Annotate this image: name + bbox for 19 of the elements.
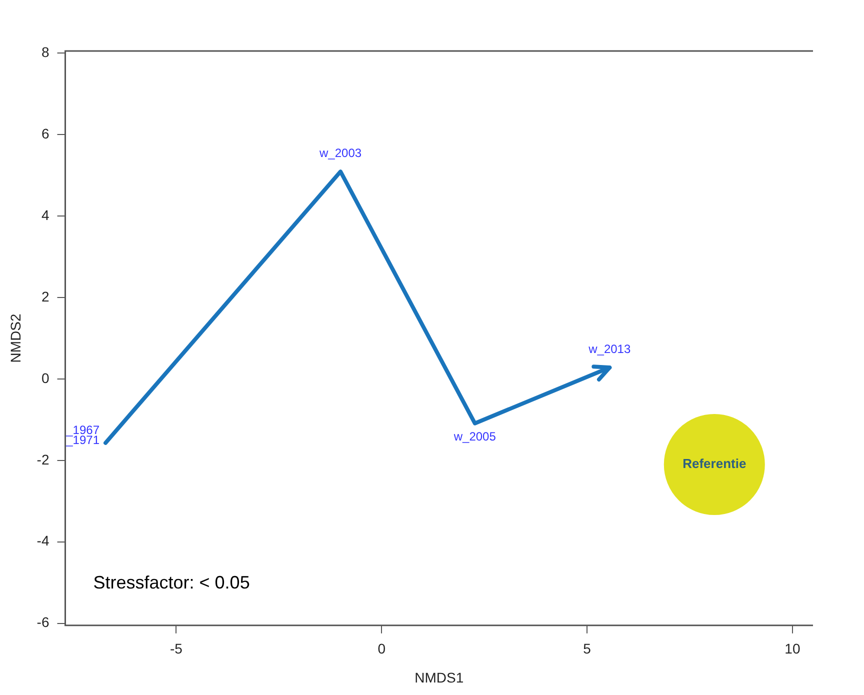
annotation: w_2003: [318, 146, 362, 160]
annotation: w_2005: [452, 430, 496, 444]
y-tick-label: -2: [36, 451, 50, 468]
y-axis-title: NMDS2: [7, 313, 24, 363]
x-tick-label: 0: [378, 640, 386, 657]
y-tick-label: -4: [36, 532, 50, 549]
y-tick-label: 8: [41, 44, 50, 60]
annotation: w_2013: [588, 342, 631, 356]
x-tick-label: 5: [583, 640, 592, 657]
y-tick-label: 0: [41, 370, 50, 386]
y-tick-label: 2: [41, 288, 50, 304]
series-label: Referentie: [682, 456, 746, 472]
y-tick-label: 6: [41, 125, 50, 142]
y-tick-label: 4: [41, 206, 50, 223]
x-tick-label: 10: [784, 640, 800, 657]
y-tick-label: -6: [36, 614, 50, 630]
x-tick-label: -5: [170, 640, 183, 657]
annotation: Stressfactor: < 0.05: [93, 572, 250, 592]
x-axis-title: NMDS1: [414, 669, 464, 686]
